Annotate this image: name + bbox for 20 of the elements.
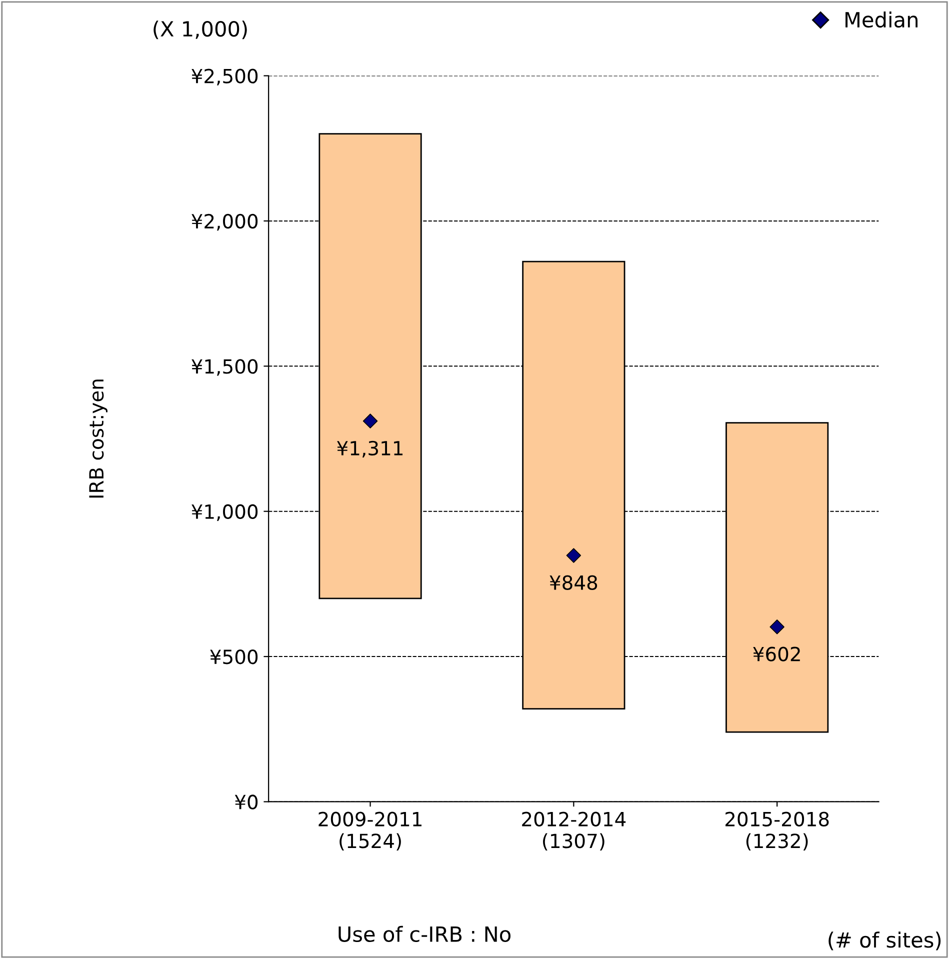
y-tick-label: ¥2,000 [192, 214, 258, 231]
y-tick-label: ¥0 [234, 794, 258, 810]
point [362, 414, 378, 428]
data-label: ¥1,311 [337, 440, 402, 458]
y-tick-label: ¥1,000 [192, 504, 258, 521]
x-tick-label: 2012-2014 (1307) [522, 812, 626, 851]
point [566, 548, 582, 563]
text: Use of c-IRB : No [338, 926, 510, 942]
point [770, 620, 784, 634]
y-axis-title: IRB cost:yen [89, 380, 108, 498]
legend-label: Median [846, 12, 918, 28]
y-tick-label: ¥2,500 [192, 68, 258, 86]
text: (# of sites) [828, 932, 941, 950]
text: (X 1,000) [154, 20, 247, 40]
y-tick-label: ¥500 [210, 649, 258, 664]
data-label: ¥848 [550, 575, 598, 590]
x-tick-label: 2009-2011 (1524) [318, 812, 422, 851]
x-tick-label: 2015-2018 (1232) [726, 812, 829, 851]
y-tick-label: ¥1,500 [192, 359, 258, 376]
data-label: ¥602 [753, 646, 800, 662]
